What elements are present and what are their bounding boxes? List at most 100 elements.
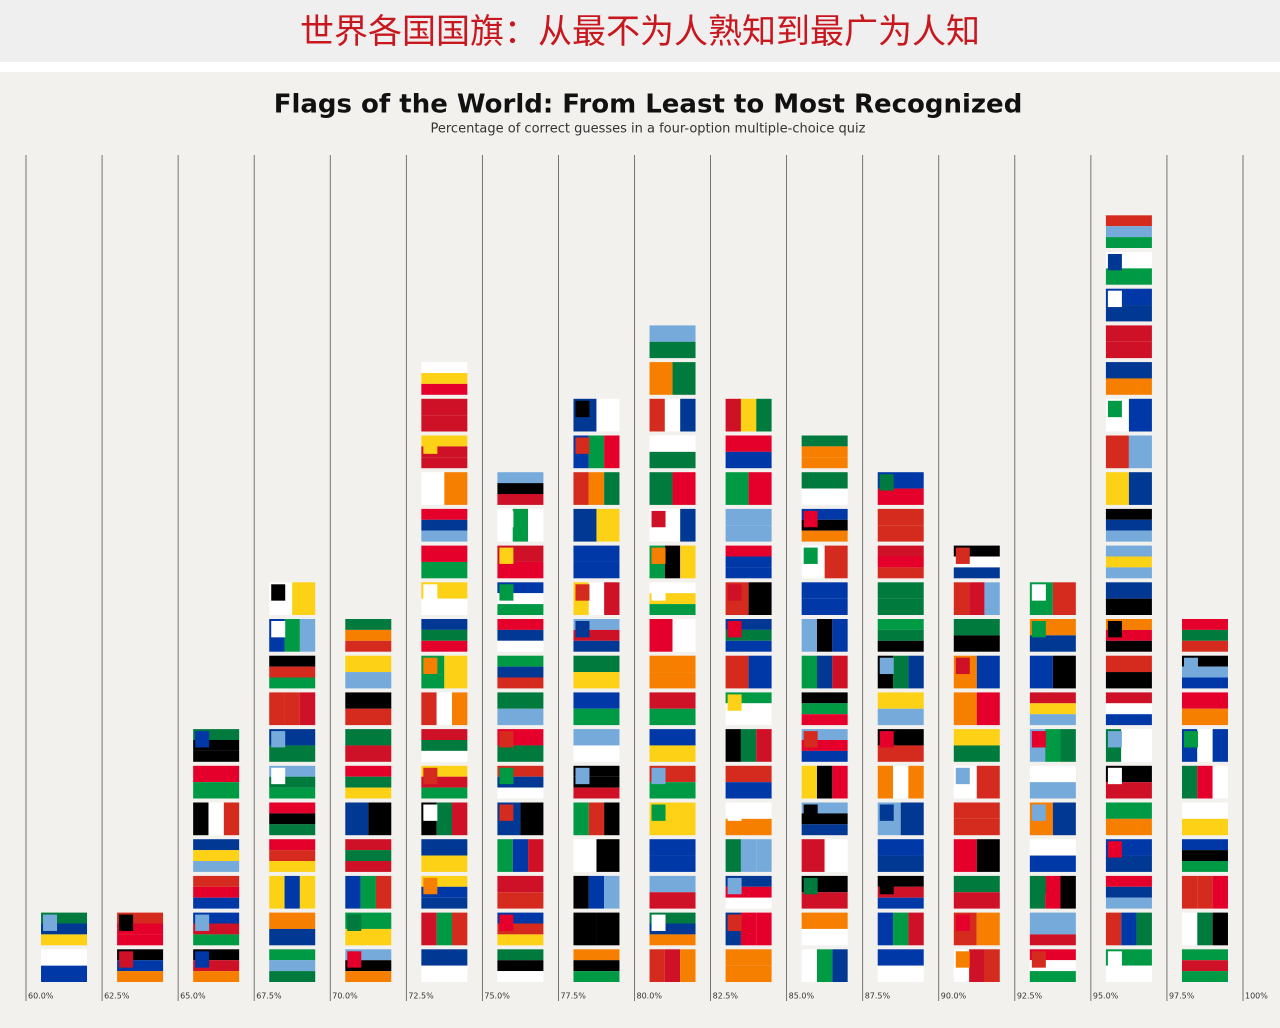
flag-emblem bbox=[1107, 951, 1122, 968]
flag-stripe bbox=[269, 839, 316, 851]
flag-emblem bbox=[575, 400, 590, 418]
flag-stripe bbox=[299, 875, 316, 909]
flag-emblem bbox=[499, 767, 514, 785]
flag-stripe bbox=[801, 765, 817, 799]
flag-stack bbox=[41, 912, 88, 982]
flag-stripe bbox=[421, 598, 468, 615]
flag-stripe bbox=[1105, 378, 1152, 395]
flag-stripe bbox=[117, 949, 164, 961]
flag-stripe bbox=[497, 677, 544, 689]
flag-stripe bbox=[725, 875, 772, 887]
flag-stripe bbox=[41, 949, 88, 966]
flag-stripe bbox=[497, 708, 544, 726]
flag-stripe bbox=[877, 965, 924, 982]
flag-stripe bbox=[953, 692, 977, 726]
flag-stripe bbox=[664, 508, 681, 542]
flag-stripe bbox=[573, 472, 589, 505]
flag-stripe bbox=[269, 745, 316, 762]
flag-stripe bbox=[953, 745, 1000, 762]
flag-stripe bbox=[649, 604, 696, 615]
flag-stripe bbox=[801, 619, 817, 652]
flag-stripe bbox=[573, 640, 620, 652]
flag-emblem bbox=[575, 584, 590, 601]
flag-stripe bbox=[725, 839, 741, 872]
flag-stripe bbox=[573, 875, 589, 909]
flag-stripe bbox=[877, 619, 924, 630]
flag-stripe bbox=[1181, 971, 1228, 982]
flag-stripe bbox=[117, 971, 164, 982]
flag-stripe bbox=[596, 508, 620, 542]
flag-stripe bbox=[1212, 912, 1228, 946]
x-tick-label: 95.0% bbox=[1093, 992, 1119, 1001]
flag-stripe bbox=[801, 519, 848, 531]
flag-stripe bbox=[1029, 839, 1076, 856]
flag-stripe bbox=[649, 325, 696, 342]
flag-stripe bbox=[649, 362, 673, 395]
flag-emblem bbox=[423, 767, 438, 785]
x-tick-label: 97.5% bbox=[1169, 992, 1195, 1001]
flag-stripe bbox=[193, 897, 240, 909]
flag-stripe bbox=[421, 729, 468, 740]
flag-stripe bbox=[725, 451, 772, 469]
flag-stripe bbox=[1105, 692, 1152, 704]
flag-stack bbox=[497, 472, 544, 982]
flag-stripe bbox=[953, 802, 1000, 819]
flag-stripe bbox=[345, 960, 392, 972]
flag-emblem bbox=[271, 621, 286, 638]
flag-stripe bbox=[725, 472, 749, 505]
flag-stripe bbox=[421, 530, 468, 542]
flag-emblem bbox=[499, 510, 514, 528]
flag-stripe bbox=[368, 802, 392, 836]
flag-stripe bbox=[193, 949, 240, 961]
flag-stripe bbox=[1181, 875, 1198, 909]
flag-stripe bbox=[421, 886, 468, 898]
flag-stripe bbox=[497, 960, 544, 972]
flag-stripe bbox=[497, 765, 544, 777]
flag-emblem bbox=[955, 767, 970, 785]
flag-stripe bbox=[953, 892, 1000, 909]
flag-stripe bbox=[421, 545, 468, 562]
flag-emblem bbox=[1107, 841, 1122, 858]
flag-emblem bbox=[575, 767, 590, 785]
x-tick-label: 77.5% bbox=[560, 992, 586, 1001]
flag-stripe bbox=[649, 435, 696, 452]
flag-stripe bbox=[193, 923, 240, 935]
flag-stripe bbox=[1181, 677, 1228, 689]
flag-emblem bbox=[499, 547, 514, 564]
flag-stripe bbox=[573, 729, 620, 746]
flag-stripe bbox=[725, 949, 772, 966]
flag-stripe bbox=[421, 839, 468, 856]
flag-stripe bbox=[1105, 714, 1152, 726]
flag-stripe bbox=[1105, 545, 1152, 557]
flag-stripe bbox=[193, 765, 240, 783]
flag-stripe bbox=[801, 839, 825, 872]
x-tick-label: 90.0% bbox=[941, 992, 967, 1001]
flag-stripe bbox=[877, 765, 894, 799]
flag-stripe bbox=[193, 912, 240, 924]
x-tick-label: 75.0% bbox=[484, 992, 510, 1001]
flag-emblem bbox=[499, 584, 514, 601]
flag-stripe bbox=[672, 619, 696, 652]
flag-stripe bbox=[573, 949, 620, 961]
flag-stripe bbox=[1105, 567, 1152, 579]
flag-stripe bbox=[1181, 839, 1228, 851]
flag-stripe bbox=[497, 787, 544, 799]
flag-stripe bbox=[725, 818, 772, 836]
flag-stripe bbox=[801, 813, 848, 825]
flag-stripe bbox=[725, 897, 772, 909]
flag-stripe bbox=[345, 640, 392, 652]
flag-stripe bbox=[497, 619, 544, 630]
flag-stripe bbox=[877, 556, 924, 568]
flag-stack bbox=[269, 582, 316, 982]
flag-stripe bbox=[497, 923, 544, 935]
flag-stripe bbox=[1105, 556, 1152, 568]
flag-stripe bbox=[497, 582, 544, 594]
flag-stripe bbox=[573, 776, 620, 788]
flag-stripe bbox=[801, 750, 848, 762]
flag-stripe bbox=[573, 508, 597, 542]
flag-stripe bbox=[725, 567, 772, 579]
flag-emblem bbox=[955, 951, 970, 968]
flag-stripe bbox=[1105, 530, 1152, 542]
flag-stripe bbox=[725, 629, 772, 641]
flag-stripe bbox=[421, 787, 468, 799]
